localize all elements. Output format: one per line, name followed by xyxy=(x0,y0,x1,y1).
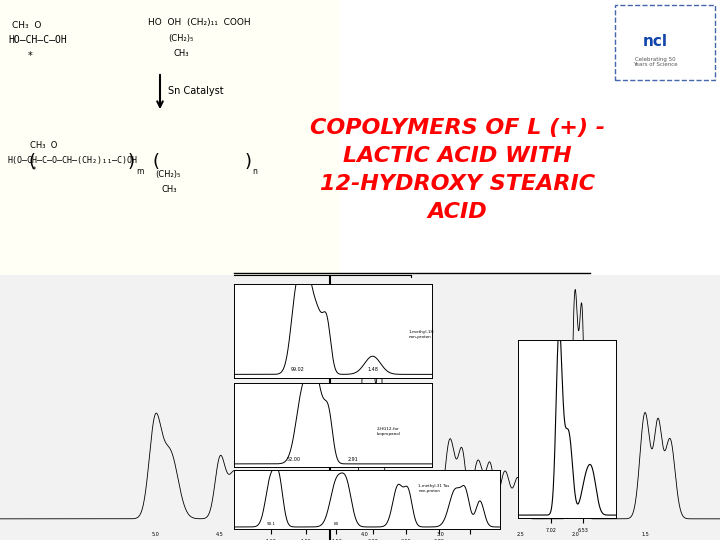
Text: 1.48: 1.48 xyxy=(367,367,378,372)
Text: 4.0: 4.0 xyxy=(361,532,369,537)
Text: HO  OH  (CH₂)₁₁  COOH: HO OH (CH₂)₁₁ COOH xyxy=(148,18,251,28)
Text: 3.0: 3.0 xyxy=(436,532,444,537)
Text: 60: 60 xyxy=(334,522,339,526)
Bar xyxy=(615,5,715,80)
Text: Sn Catalyst: Sn Catalyst xyxy=(168,86,224,96)
Text: (: ( xyxy=(152,153,159,171)
Text: *: * xyxy=(28,51,32,61)
Text: 5.0: 5.0 xyxy=(151,532,159,537)
Text: CH₃  O: CH₃ O xyxy=(12,21,41,30)
Text: 4.5: 4.5 xyxy=(216,532,224,537)
Text: 1.5: 1.5 xyxy=(641,532,649,537)
Text: COPOLYMERS OF L (+) -
LACTIC ACID WITH
12-HYDROXY STEARIC
ACID: COPOLYMERS OF L (+) - LACTIC ACID WITH 1… xyxy=(310,118,605,222)
Text: 1-methyl-31 Tas
non-proton: 1-methyl-31 Tas non-proton xyxy=(418,484,450,492)
Text: CH₃: CH₃ xyxy=(162,186,178,194)
Text: (: ( xyxy=(28,153,35,171)
Text: 2.0: 2.0 xyxy=(571,532,579,537)
Text: ): ) xyxy=(128,153,135,171)
Text: Celebrating 50
Years of Science: Celebrating 50 Years of Science xyxy=(633,57,678,68)
Bar xyxy=(0,275,720,540)
Text: 1-methyl-1H
non-proton: 1-methyl-1H non-proton xyxy=(408,330,433,339)
Text: m: m xyxy=(136,166,143,176)
Text: HO—CH—C—OH: HO—CH—C—OH xyxy=(8,35,67,45)
Text: (CH₂)₅: (CH₂)₅ xyxy=(168,33,194,43)
Bar xyxy=(0,0,340,275)
Text: ): ) xyxy=(245,153,252,171)
Text: *: * xyxy=(32,166,36,176)
Text: 2.91: 2.91 xyxy=(348,457,358,462)
Text: CH₃: CH₃ xyxy=(173,49,189,57)
Text: 2-HG12-for
Isopropanol: 2-HG12-for Isopropanol xyxy=(377,427,400,436)
Text: 90.1: 90.1 xyxy=(266,522,275,526)
Text: n: n xyxy=(252,166,257,176)
Text: (CH₂)₅: (CH₂)₅ xyxy=(155,171,181,179)
Text: ncl: ncl xyxy=(642,35,667,50)
Text: 52.00: 52.00 xyxy=(287,457,300,462)
Text: CH₃  O: CH₃ O xyxy=(30,141,58,151)
Text: H(O—CH—C—O—CH—(CH₂)₁₁—C)OH: H(O—CH—C—O—CH—(CH₂)₁₁—C)OH xyxy=(8,156,138,165)
Text: 99.02: 99.02 xyxy=(290,367,305,372)
Text: 2.5: 2.5 xyxy=(516,532,524,537)
